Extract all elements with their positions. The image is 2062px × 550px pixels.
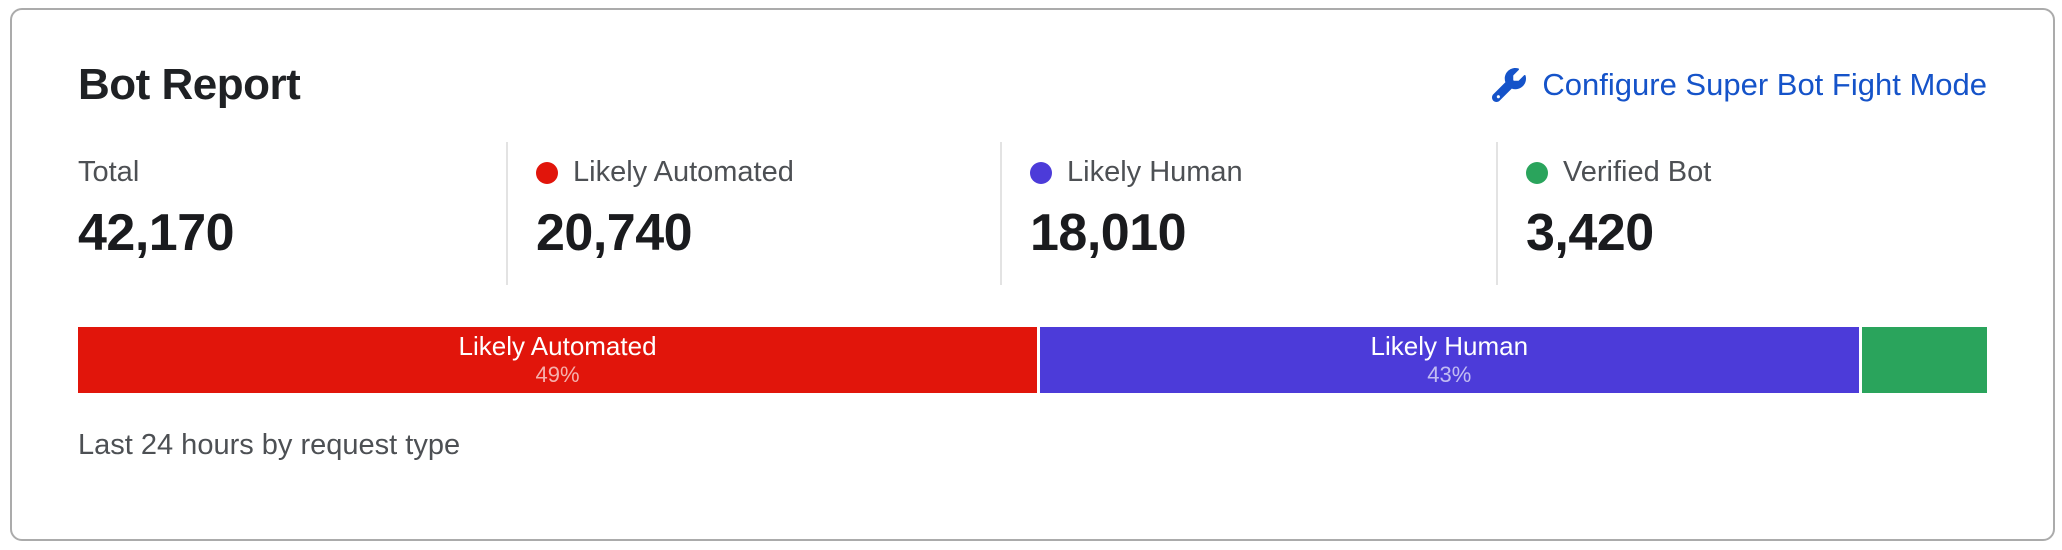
bar-segment-label: Likely Human [1370, 331, 1529, 362]
verified-bot-dot-icon [1526, 161, 1548, 184]
card-header: Bot Report Configure Super Bot Fight Mod… [78, 60, 1987, 110]
bar-segment-likely-human: Likely Human 43% [1040, 327, 1859, 393]
page-title: Bot Report [78, 60, 301, 109]
stat-verified-bot-value: 3,420 [1526, 204, 1654, 262]
stacked-bar-chart: Likely Automated 49% Likely Human 43% [78, 327, 1987, 393]
stat-likely-human: Likely Human 18,010 [1000, 142, 1496, 285]
bar-segment-percent: 49% [535, 362, 580, 388]
stat-likely-automated: Likely Automated 20,740 [506, 142, 1000, 285]
bot-report-card: Bot Report Configure Super Bot Fight Mod… [10, 8, 2055, 541]
stats-row: Total 42,170 Likely Automated 20,740 Lik… [78, 142, 1987, 285]
stat-likely-automated-label: Likely Automated [536, 156, 1000, 189]
bar-segment-label: Likely Automated [458, 331, 657, 362]
stat-total-value: 42,170 [78, 204, 235, 262]
stat-likely-automated-value: 20,740 [536, 204, 693, 262]
bar-segment-likely-automated: Likely Automated 49% [78, 327, 1038, 393]
stat-verified-bot: Verified Bot 3,420 [1496, 142, 1990, 285]
configure-link-label: Configure Super Bot Fight Mode [1542, 67, 1987, 102]
bar-segment-verified-bot [1861, 327, 1987, 393]
stat-likely-human-label: Likely Human [1030, 156, 1496, 189]
stat-verified-bot-label: Verified Bot [1526, 156, 1990, 189]
stat-total-label: Total [78, 156, 140, 188]
chart-caption: Last 24 hours by request type [78, 429, 461, 461]
wrench-icon [1492, 68, 1527, 102]
likely-human-dot-icon [1030, 161, 1052, 184]
configure-super-bot-fight-mode-link[interactable]: Configure Super Bot Fight Mode [1492, 67, 1987, 103]
likely-automated-dot-icon [536, 161, 558, 184]
bar-segment-percent: 43% [1427, 362, 1472, 388]
stat-likely-human-value: 18,010 [1030, 204, 1187, 262]
stat-total: Total 42,170 [78, 142, 506, 285]
